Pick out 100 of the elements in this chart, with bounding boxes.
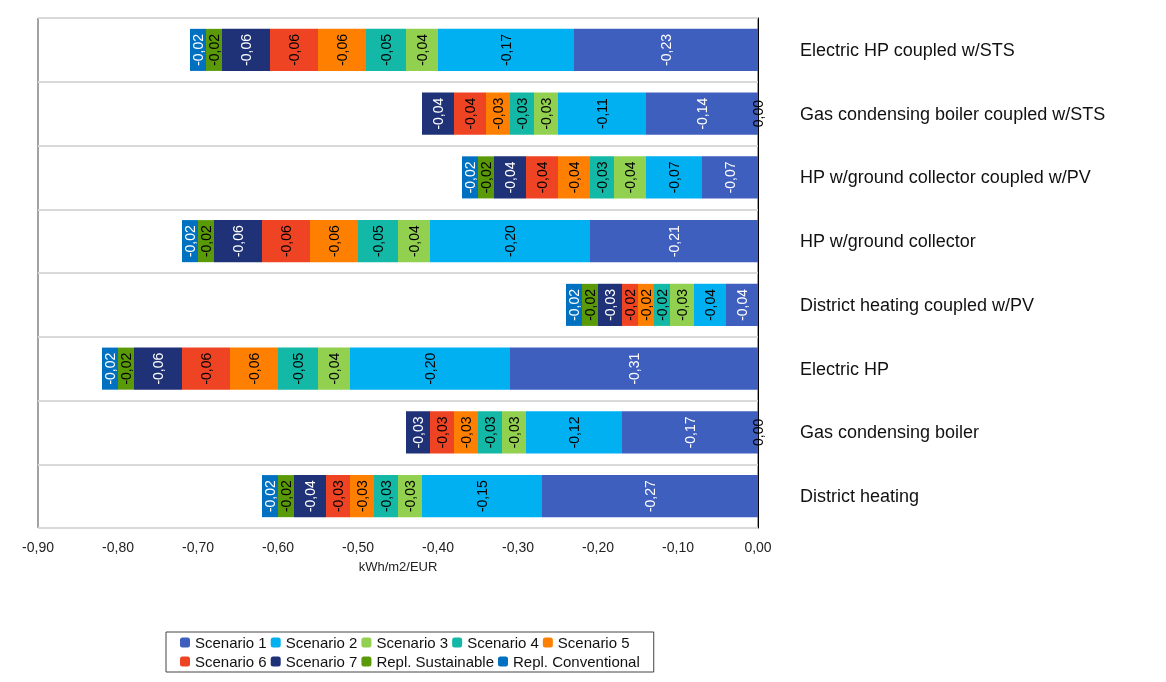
bar [574,28,758,71]
legend-label: Repl. Conventional [513,653,640,670]
data-label: -0,02 [102,352,118,385]
data-label: -0,12 [566,416,582,449]
data-label: -0,03 [594,161,610,194]
bar [526,411,622,454]
x-tick-label: -0,80 [102,539,135,555]
data-label: -0,17 [682,416,698,449]
data-label: -0,02 [478,161,494,194]
data-label: -0,04 [566,161,582,194]
data-label: -0,02 [190,33,206,66]
bar [590,220,758,263]
x-tick-label: 0,00 [744,539,772,555]
bar [646,156,702,199]
data-label: -0,04 [430,97,446,130]
data-label: -0,03 [410,416,426,449]
data-label: -0,06 [326,224,342,258]
bar [230,347,278,390]
x-tick-label: -0,70 [182,539,215,555]
data-label: -0,14 [694,97,710,130]
data-label: -0,23 [658,33,674,66]
data-label: -0,04 [734,288,750,321]
bar [214,220,262,263]
y-tick-label: Electric HP coupled w/STS [800,39,1015,60]
bar [438,28,574,71]
data-label: -0,02 [118,352,134,385]
data-label: -0,03 [514,97,530,130]
data-label: -0,06 [334,33,350,66]
data-label: -0,06 [286,33,302,66]
bar [318,28,366,71]
data-label: -0,04 [502,161,518,194]
data-label: -0,03 [490,97,506,130]
data-label: -0,15 [474,479,490,513]
data-label: -0,02 [622,288,638,321]
data-label: -0,02 [582,288,598,321]
data-label: -0,06 [198,352,214,385]
data-label: -0,04 [622,161,638,194]
data-label: -0,03 [538,97,554,130]
bar [262,220,310,263]
data-label: -0,04 [462,97,478,130]
y-tick-label: Gas condensing boiler coupled w/STS [800,103,1106,124]
bar [358,220,398,263]
y-tick-label: Gas condensing boiler [800,422,980,443]
data-label: -0,04 [534,161,550,194]
data-label: -0,03 [674,288,690,321]
data-label: -0,02 [654,288,670,321]
data-label: -0,03 [602,288,618,321]
legend-label: Scenario 3 [376,634,449,651]
x-tick-label: -0,30 [502,539,535,555]
data-label: -0,05 [370,224,386,258]
data-label: -0,03 [330,479,346,513]
x-tick-label: -0,20 [582,539,615,555]
data-label: -0,02 [262,479,278,513]
data-label: -0,03 [434,416,450,449]
data-label: -0,06 [246,352,262,385]
bar [430,220,590,263]
bar [134,347,182,390]
bar [422,475,542,518]
legend-label: Scenario 2 [285,634,358,651]
data-label: -0,31 [626,352,642,385]
bar [366,28,406,71]
y-tick-label: Electric HP [800,358,890,379]
legend-label: Scenario 5 [557,634,630,651]
data-label: -0,21 [666,224,682,258]
data-label: -0,02 [462,161,478,194]
data-label: -0,05 [290,352,306,385]
data-label: -0,03 [506,416,522,449]
bar [270,28,318,71]
data-label: -0,07 [666,161,682,194]
legend-label: Repl. Sustainable [376,653,494,670]
x-tick-label: -0,40 [422,539,455,555]
bar [702,156,758,199]
data-label: -0,04 [406,224,422,258]
data-label: -0,02 [198,224,214,258]
bar [310,220,358,263]
data-label: -0,04 [326,352,342,385]
data-label: -0,06 [238,33,254,66]
legend-label: Scenario 6 [195,653,267,670]
y-tick-label: HP w/ground collector [800,231,976,252]
data-label: -0,03 [458,416,474,449]
x-tick-label: -0,50 [342,539,375,555]
data-label: -0,02 [278,479,294,513]
x-tick-label: -0,10 [662,539,695,555]
data-label: -0,03 [378,479,394,513]
bar [558,92,646,135]
data-label: -0,06 [230,224,246,258]
legend-label: Scenario 7 [285,653,358,670]
x-tick-label: -0,60 [262,539,295,555]
legend-label: Scenario 1 [195,634,267,651]
data-label: -0,05 [378,33,394,66]
data-label: -0,11 [594,97,610,130]
data-label: -0,20 [502,224,518,258]
y-tick-label: District heating [800,486,920,507]
data-label: -0,04 [702,288,718,321]
data-label: -0,02 [206,33,222,66]
data-label: -0,27 [642,479,658,513]
data-label: -0,02 [638,288,654,321]
y-tick-label: District heating coupled w/PV [800,294,1035,315]
data-label: -0,07 [722,161,738,194]
bar [542,475,758,518]
